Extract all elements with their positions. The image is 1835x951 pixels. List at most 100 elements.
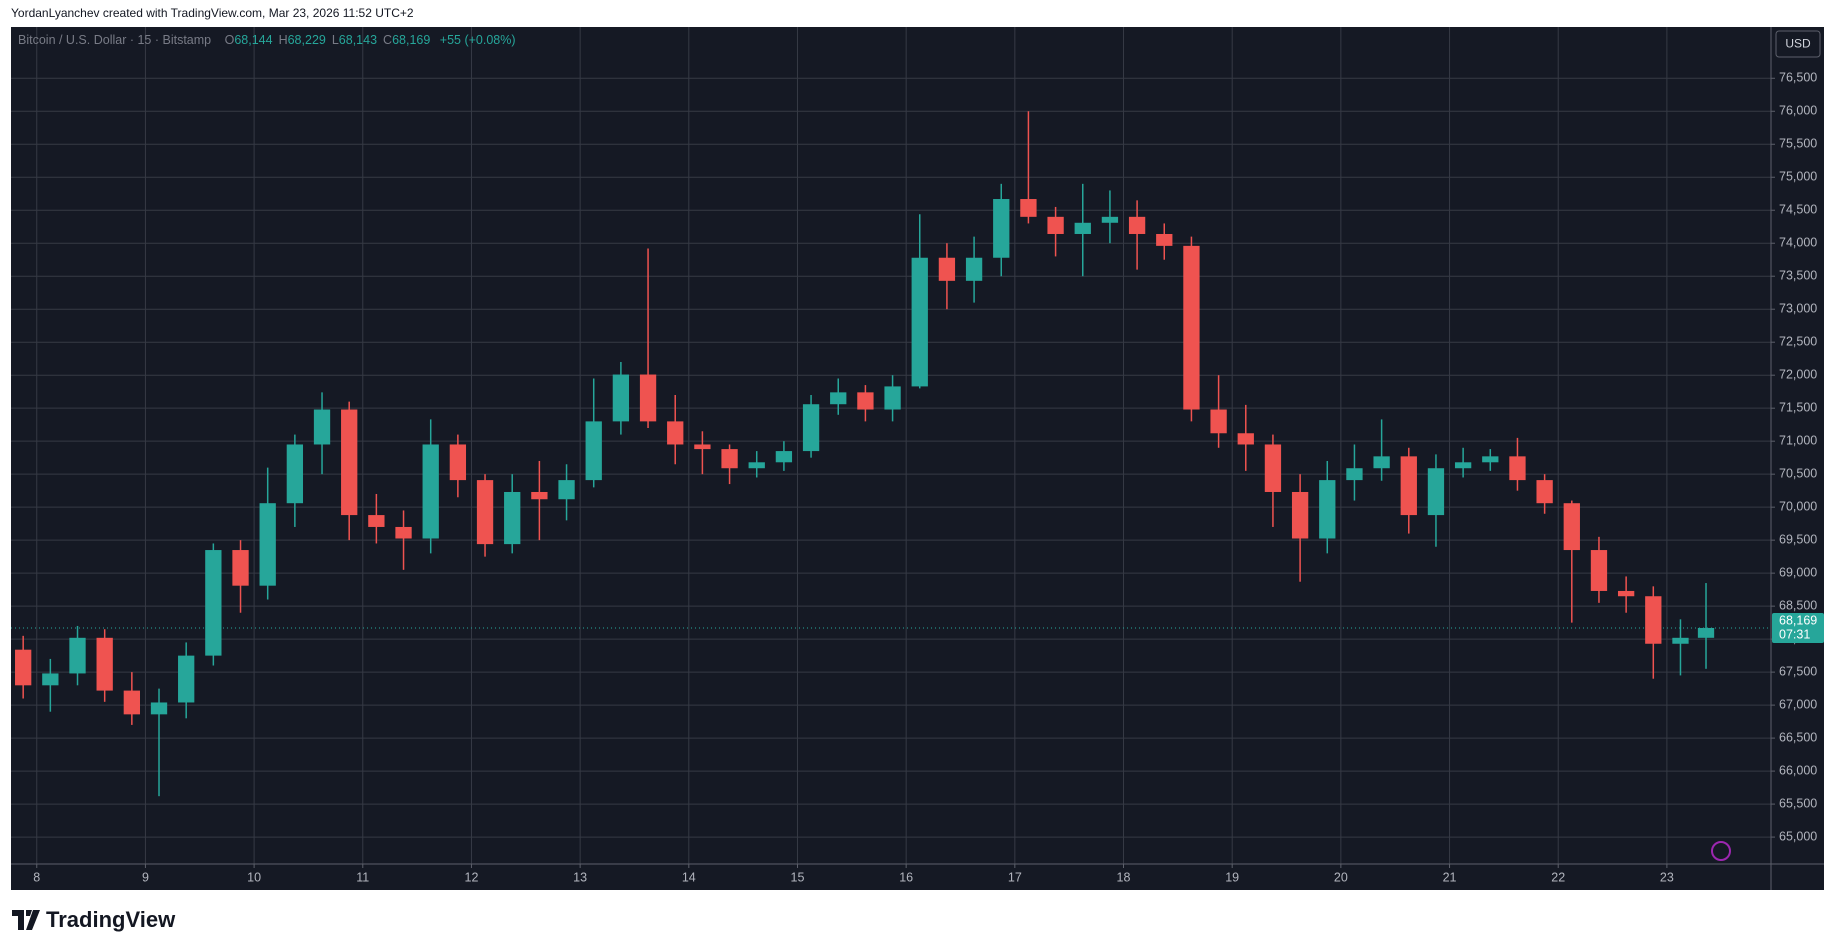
candle-body: [1047, 216, 1064, 234]
x-tick-label: 10: [247, 870, 261, 884]
change: +55 (+0.08%): [440, 33, 516, 47]
candle-body: [1237, 433, 1254, 445]
currency: USD: [1785, 37, 1811, 51]
candle-body: [857, 392, 874, 410]
candle-body: [449, 444, 467, 481]
candle-body: [1590, 550, 1608, 591]
legend-key: O: [225, 33, 235, 47]
x-tick-label: 18: [1117, 870, 1131, 884]
candle-body: [1482, 456, 1499, 463]
candle-body: [1264, 444, 1282, 492]
y-tick-label: 73,000: [1779, 302, 1817, 316]
y-tick-label: 67,500: [1779, 664, 1817, 678]
candle-body: [721, 449, 738, 469]
x-tick-label: 11: [356, 870, 369, 884]
candle-body: [1291, 491, 1309, 539]
candle-body: [286, 444, 304, 504]
y-tick-label: 71,500: [1779, 400, 1817, 414]
candle-body: [1400, 456, 1417, 516]
x-tick-label: 17: [1008, 870, 1022, 884]
x-tick-label: 22: [1551, 870, 1565, 884]
last-price-label: 68,169: [1779, 613, 1817, 627]
y-tick-label: 75,500: [1779, 137, 1817, 151]
y-tick-label: 74,000: [1779, 236, 1817, 250]
legend: Bitcoin / U.S. Dollar · 15 · Bitstamp O 6…: [18, 33, 516, 47]
candle-body: [694, 444, 711, 450]
candle-body: [1563, 503, 1580, 551]
candle-body: [395, 526, 412, 539]
logo-icon: [12, 910, 40, 930]
candle-body: [748, 462, 765, 469]
last-price-box: [1772, 612, 1824, 643]
x-tick-label: 20: [1334, 870, 1348, 884]
y-tick-label: 68,500: [1779, 598, 1817, 612]
x-tick-label: 23: [1660, 870, 1674, 884]
legend-key: H: [279, 33, 288, 47]
legend-value: 68,229: [288, 33, 326, 47]
candle-body: [205, 550, 222, 656]
y-tick-label: 69,000: [1779, 565, 1817, 579]
legend-key: C: [383, 33, 392, 47]
x-tick-label: 8: [33, 870, 40, 884]
candle-body: [965, 257, 983, 281]
candle-body: [1454, 462, 1472, 469]
symbol-title: Bitcoin / U.S. Dollar · 15 · Bitstamp: [18, 33, 211, 47]
candle-body: [96, 637, 113, 691]
y-tick-label: 74,500: [1779, 203, 1817, 217]
candle-body: [639, 374, 657, 422]
candle-body: [775, 451, 793, 463]
candle-body: [178, 655, 195, 703]
candle-body: [1074, 222, 1091, 234]
candle-body: [69, 637, 86, 674]
candle-body: [531, 491, 548, 500]
currency-button[interactable]: [1775, 30, 1821, 58]
candle-body: [368, 515, 385, 527]
candle-body: [667, 421, 684, 445]
x-tick-label: 9: [142, 870, 149, 884]
candle-body: [341, 409, 358, 516]
candle-body: [585, 421, 602, 481]
y-tick-label: 65,000: [1779, 829, 1817, 843]
assistant-icon[interactable]: [1711, 841, 1731, 861]
x-tick-label: 16: [899, 870, 913, 884]
y-tick-label: 72,000: [1779, 367, 1817, 381]
y-tick-label: 69,500: [1779, 532, 1817, 546]
candle-body: [938, 257, 956, 281]
candle-body: [1672, 637, 1689, 644]
y-tick-label: 71,000: [1779, 433, 1817, 447]
y-tick-label: 76,500: [1779, 71, 1817, 85]
y-tick-label: 76,000: [1779, 104, 1817, 118]
x-tick-label: 13: [573, 870, 587, 884]
candle-body: [1101, 216, 1119, 223]
candle-body: [612, 374, 630, 422]
y-tick-label: 75,000: [1779, 170, 1817, 184]
candle-body: [259, 503, 276, 586]
candle-body: [150, 702, 168, 715]
x-tick-label: 19: [1225, 870, 1239, 884]
candle-body: [232, 550, 249, 586]
x-tick-label: 21: [1443, 870, 1457, 884]
candle-body: [1373, 456, 1390, 469]
candle-body: [422, 444, 439, 539]
brand: TradingView: [46, 907, 176, 932]
candle-body: [558, 480, 575, 500]
y-tick-label: 65,500: [1779, 796, 1817, 810]
candle-body: [1319, 480, 1336, 539]
candle-body: [1427, 468, 1445, 516]
y-tick-label: 73,500: [1779, 269, 1817, 283]
candle-body: [1617, 590, 1635, 597]
candle-body: [1020, 199, 1037, 217]
legend-value: 68,143: [339, 33, 377, 47]
candle-body: [830, 392, 847, 405]
x-tick-label: 15: [791, 870, 805, 884]
header: YordanLyanchev created with TradingView.…: [11, 6, 414, 20]
candle-body: [1210, 409, 1227, 434]
candle-body: [993, 199, 1010, 258]
candle-body: [42, 673, 59, 686]
legend-key: L: [332, 33, 339, 47]
candle-body: [476, 480, 494, 545]
countdown: 07:31: [1779, 627, 1810, 641]
x-tick-label: 12: [465, 870, 479, 884]
